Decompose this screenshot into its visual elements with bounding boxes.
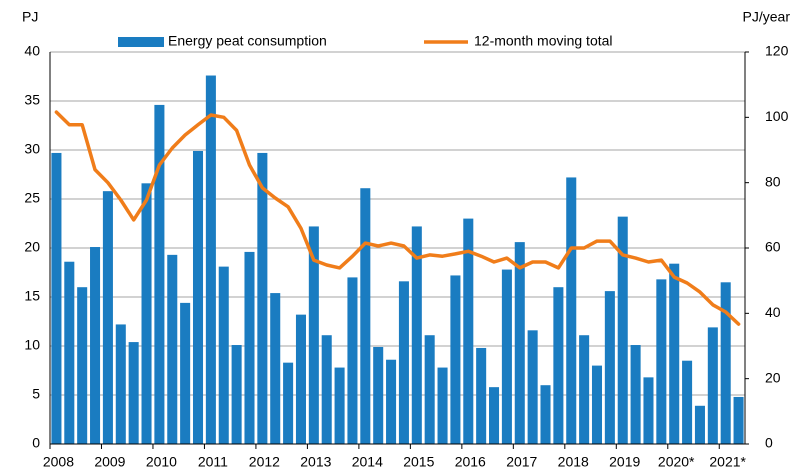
bar bbox=[244, 251, 255, 444]
bar bbox=[424, 335, 435, 444]
bar bbox=[463, 218, 474, 444]
bar bbox=[308, 226, 319, 444]
x-tick-label: 2021* bbox=[709, 454, 746, 470]
bar bbox=[733, 396, 744, 444]
bar bbox=[501, 269, 512, 444]
x-tick-label: 2018 bbox=[558, 454, 589, 470]
y-tick-label: 5 bbox=[32, 386, 40, 402]
x-tick-label: 2009 bbox=[94, 454, 125, 470]
x-tick-label: 2010 bbox=[146, 454, 177, 470]
bar bbox=[540, 385, 551, 444]
bar bbox=[360, 188, 371, 444]
x-tick-label: 2016 bbox=[455, 454, 486, 470]
bar bbox=[373, 346, 384, 444]
bar bbox=[128, 342, 139, 444]
bar bbox=[115, 324, 126, 444]
y2-tick-label: 20 bbox=[765, 369, 781, 385]
bar bbox=[591, 365, 603, 444]
bar bbox=[566, 177, 577, 444]
bar bbox=[180, 302, 191, 444]
bar bbox=[411, 226, 422, 444]
bar bbox=[154, 104, 165, 445]
bar bbox=[476, 347, 487, 444]
y-tick-label: 10 bbox=[24, 337, 40, 353]
x-tick-label: 2008 bbox=[43, 454, 74, 470]
x-tick-label: 2019 bbox=[609, 454, 640, 470]
y2-axis-label: PJ/year bbox=[743, 9, 791, 25]
bar bbox=[553, 287, 564, 444]
bar bbox=[617, 216, 628, 444]
bar bbox=[669, 263, 680, 444]
bar bbox=[90, 247, 101, 444]
x-tick-label: 2011 bbox=[198, 454, 228, 470]
bar bbox=[231, 345, 242, 444]
y2-tick-label: 80 bbox=[765, 173, 781, 189]
bar bbox=[64, 261, 75, 444]
line bbox=[54, 110, 741, 326]
bar bbox=[720, 282, 731, 444]
bar bbox=[334, 367, 345, 444]
bar bbox=[77, 287, 88, 444]
x-tick-label: 2020* bbox=[658, 454, 695, 470]
y-tick-label: 20 bbox=[24, 239, 40, 255]
bar bbox=[295, 314, 306, 444]
bar bbox=[257, 152, 268, 444]
bar bbox=[527, 330, 538, 444]
bar bbox=[321, 335, 332, 444]
bar bbox=[437, 367, 448, 444]
bar bbox=[656, 279, 667, 444]
bar bbox=[682, 360, 693, 444]
bar bbox=[270, 293, 281, 444]
bar bbox=[347, 277, 358, 444]
legend-label: Energy peat consumption bbox=[168, 33, 327, 49]
bar bbox=[489, 387, 500, 444]
legend-label: 12-month moving total bbox=[474, 33, 613, 49]
bar bbox=[643, 377, 654, 444]
y2-tick-label: 100 bbox=[765, 108, 789, 124]
bar bbox=[579, 335, 590, 444]
bar bbox=[398, 281, 409, 444]
y2-tick-label: 0 bbox=[765, 435, 773, 451]
x-tick-label: 2012 bbox=[249, 454, 280, 470]
y2-tick-label: 40 bbox=[765, 304, 781, 320]
y-tick-label: 30 bbox=[24, 141, 40, 157]
bar bbox=[51, 152, 62, 444]
y-tick-label: 0 bbox=[32, 435, 40, 451]
bar bbox=[283, 362, 294, 444]
bar bbox=[167, 254, 178, 444]
bar bbox=[514, 242, 525, 444]
x-tick-label: 2014 bbox=[352, 454, 383, 470]
bar bbox=[386, 359, 397, 444]
y2-tick-label: 60 bbox=[765, 239, 781, 255]
y2-tick-label: 120 bbox=[765, 43, 789, 59]
bar bbox=[192, 150, 204, 445]
bar bbox=[450, 275, 461, 444]
y-tick-label: 40 bbox=[24, 43, 40, 59]
bar bbox=[630, 345, 641, 444]
legend-swatch bbox=[118, 37, 164, 47]
x-tick-label: 2013 bbox=[300, 454, 331, 470]
bar bbox=[141, 183, 152, 444]
bar bbox=[102, 191, 113, 444]
y-tick-label: 35 bbox=[24, 92, 40, 108]
y-axis-label: PJ bbox=[22, 9, 38, 25]
bar bbox=[707, 327, 718, 444]
bar bbox=[218, 266, 229, 444]
y-tick-label: 15 bbox=[24, 288, 40, 304]
bar bbox=[694, 405, 705, 444]
x-tick-label: 2017 bbox=[506, 454, 537, 470]
bar bbox=[604, 291, 615, 444]
x-tick-label: 2015 bbox=[403, 454, 434, 470]
bar bbox=[205, 75, 216, 445]
y-tick-label: 25 bbox=[24, 190, 40, 206]
